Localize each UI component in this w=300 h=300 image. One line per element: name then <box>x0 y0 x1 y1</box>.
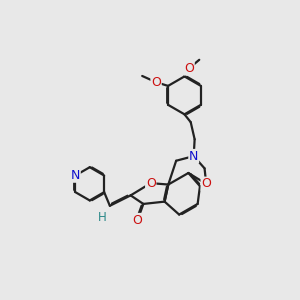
Text: H: H <box>98 211 107 224</box>
Text: O: O <box>146 177 156 190</box>
Text: N: N <box>71 169 80 182</box>
Text: O: O <box>201 177 211 190</box>
Text: O: O <box>151 76 161 89</box>
Text: O: O <box>133 214 142 226</box>
Text: O: O <box>184 62 194 75</box>
Text: N: N <box>189 150 198 163</box>
